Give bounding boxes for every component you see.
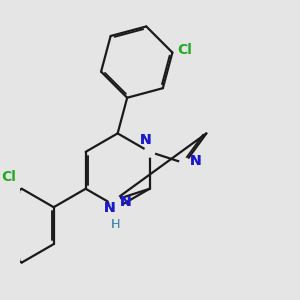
Text: N: N [104, 201, 116, 215]
Text: Cl: Cl [1, 170, 16, 184]
Text: N: N [140, 133, 152, 147]
Text: N: N [104, 201, 116, 215]
Circle shape [179, 158, 190, 168]
Text: H: H [111, 218, 121, 230]
Text: N: N [120, 195, 132, 209]
Text: N: N [190, 154, 202, 168]
Circle shape [112, 202, 123, 212]
Text: N: N [140, 133, 152, 147]
Text: H: H [111, 218, 121, 230]
Text: Cl: Cl [177, 43, 192, 57]
Circle shape [109, 195, 120, 205]
Text: N: N [120, 195, 132, 209]
Circle shape [144, 147, 155, 157]
Text: N: N [190, 154, 202, 168]
